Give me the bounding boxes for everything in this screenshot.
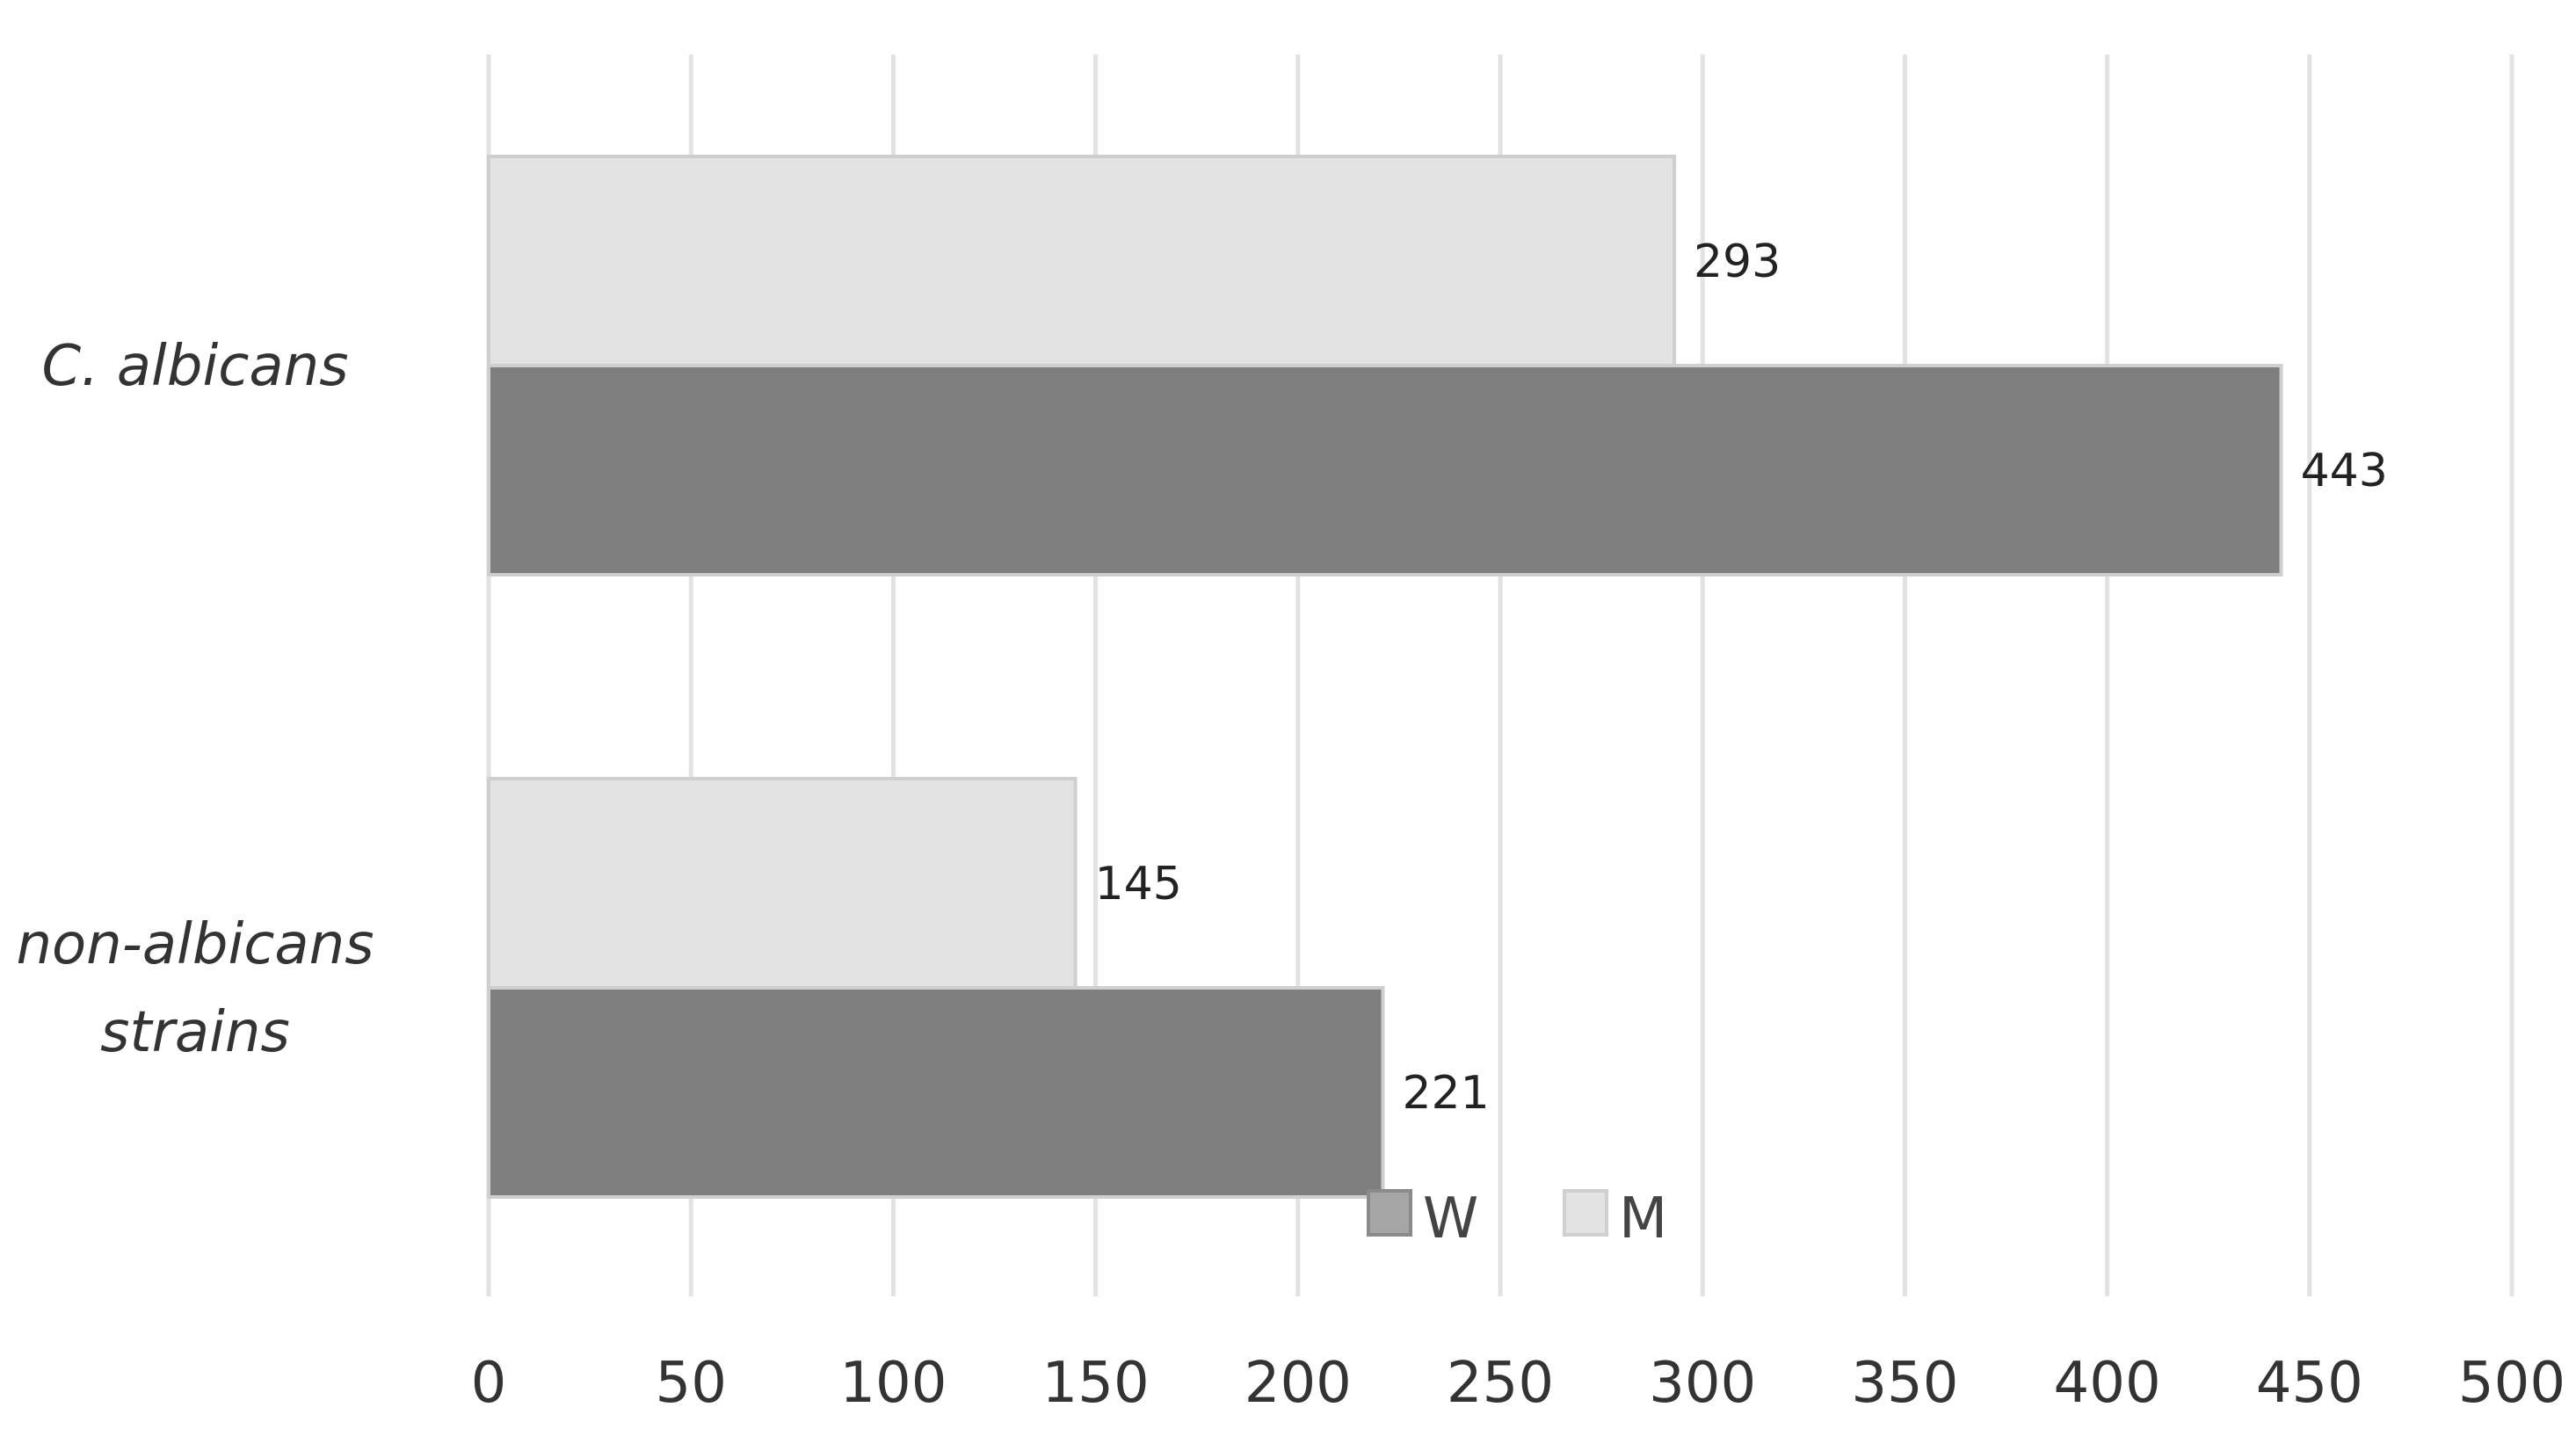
category-label: strains xyxy=(100,1000,290,1065)
x-tick-label: 350 xyxy=(1851,1351,1958,1416)
x-tick-label: 150 xyxy=(1042,1351,1150,1416)
x-tick-label: 100 xyxy=(839,1351,947,1416)
x-tick-label: 0 xyxy=(471,1351,507,1416)
x-tick-label: 250 xyxy=(1447,1351,1554,1416)
x-tick-label: 450 xyxy=(2256,1351,2363,1416)
category-label: non-albicans xyxy=(16,912,374,977)
legend-swatch-m xyxy=(1563,1189,1608,1237)
legend-label: W xyxy=(1423,1186,1478,1251)
bar-m xyxy=(487,155,1676,367)
bar-m xyxy=(487,777,1078,990)
legend-label: M xyxy=(1619,1186,1667,1251)
x-tick-label: 300 xyxy=(1649,1351,1756,1416)
bar-w xyxy=(487,364,2283,577)
data-label: 221 xyxy=(1402,1067,1489,1120)
bar-w xyxy=(487,986,1385,1199)
legend-swatch-w xyxy=(1367,1189,1412,1237)
data-label: 293 xyxy=(1694,236,1781,288)
data-label: 443 xyxy=(2301,445,2388,497)
x-tick-label: 200 xyxy=(1244,1351,1352,1416)
x-tick-label: 50 xyxy=(655,1351,726,1416)
category-label: C. albicans xyxy=(41,334,348,399)
x-tick-label: 500 xyxy=(2458,1351,2565,1416)
x-tick-label: 400 xyxy=(2054,1351,2161,1416)
data-label: 145 xyxy=(1095,858,1182,910)
